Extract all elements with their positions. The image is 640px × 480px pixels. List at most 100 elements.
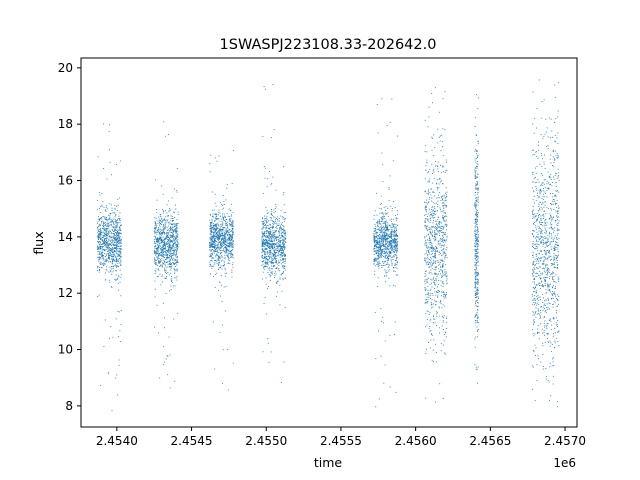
data-point bbox=[276, 227, 278, 229]
data-point bbox=[439, 262, 441, 264]
data-point bbox=[374, 259, 376, 261]
data-point bbox=[211, 244, 213, 246]
data-point bbox=[274, 251, 276, 253]
data-point bbox=[111, 242, 113, 244]
data-point bbox=[281, 228, 283, 230]
data-point bbox=[162, 254, 163, 256]
data-point bbox=[108, 258, 109, 259]
data-point bbox=[218, 236, 219, 238]
data-point bbox=[230, 209, 232, 211]
data-point bbox=[440, 222, 442, 224]
data-point bbox=[383, 275, 385, 277]
data-point bbox=[213, 213, 215, 215]
data-point bbox=[280, 244, 281, 246]
data-point bbox=[218, 211, 220, 213]
data-point bbox=[445, 271, 447, 273]
data-point bbox=[445, 275, 447, 277]
data-point bbox=[155, 264, 157, 266]
data-point bbox=[270, 351, 272, 353]
data-point bbox=[230, 253, 232, 255]
data-point bbox=[116, 253, 118, 255]
data-point bbox=[283, 245, 285, 247]
data-point bbox=[164, 241, 166, 243]
data-point bbox=[118, 289, 119, 291]
data-point bbox=[103, 265, 105, 266]
data-point bbox=[212, 241, 214, 243]
data-point bbox=[167, 272, 169, 273]
data-point bbox=[100, 253, 102, 255]
data-point bbox=[443, 227, 444, 229]
data-point bbox=[265, 244, 267, 246]
data-point bbox=[172, 220, 173, 221]
data-point bbox=[283, 192, 285, 193]
data-point bbox=[278, 244, 280, 246]
data-point bbox=[116, 220, 118, 222]
data-point bbox=[434, 283, 435, 285]
data-point bbox=[154, 259, 156, 261]
data-point bbox=[263, 243, 265, 245]
data-point bbox=[395, 217, 397, 219]
data-point bbox=[427, 261, 429, 263]
data-point bbox=[433, 209, 435, 211]
data-point bbox=[284, 265, 286, 267]
data-point bbox=[162, 231, 164, 233]
data-point bbox=[115, 274, 117, 276]
data-point bbox=[425, 270, 426, 272]
data-point bbox=[105, 244, 107, 246]
data-point bbox=[102, 251, 104, 253]
data-point bbox=[380, 251, 382, 253]
data-point bbox=[269, 251, 271, 253]
data-point bbox=[384, 252, 386, 254]
data-point bbox=[395, 235, 397, 237]
data-point bbox=[225, 241, 226, 242]
data-point bbox=[445, 223, 447, 225]
data-point bbox=[275, 189, 277, 191]
data-point bbox=[445, 225, 447, 227]
data-point bbox=[216, 237, 218, 238]
data-point bbox=[267, 230, 269, 232]
data-point bbox=[437, 242, 439, 244]
data-point bbox=[277, 280, 279, 282]
data-point bbox=[211, 246, 213, 248]
data-point bbox=[216, 219, 218, 221]
data-point bbox=[229, 245, 231, 247]
data-point bbox=[108, 257, 110, 259]
data-point bbox=[217, 247, 219, 249]
data-point bbox=[165, 252, 167, 254]
data-point bbox=[232, 234, 234, 236]
data-point bbox=[165, 252, 166, 254]
data-point bbox=[107, 246, 108, 248]
data-point bbox=[111, 286, 113, 288]
data-point bbox=[210, 224, 211, 226]
data-point bbox=[154, 288, 156, 290]
data-point bbox=[113, 225, 115, 227]
data-point bbox=[272, 227, 274, 229]
data-point bbox=[261, 255, 263, 256]
data-point bbox=[269, 256, 271, 258]
data-point bbox=[426, 159, 428, 161]
data-point bbox=[375, 245, 377, 247]
data-point bbox=[108, 225, 110, 226]
data-point bbox=[99, 235, 100, 237]
data-point bbox=[276, 268, 278, 269]
data-point bbox=[116, 249, 118, 251]
data-point bbox=[263, 250, 265, 252]
data-point bbox=[113, 212, 115, 214]
data-point bbox=[384, 261, 386, 263]
data-point bbox=[275, 243, 277, 245]
data-point bbox=[431, 231, 433, 233]
data-point bbox=[228, 228, 230, 230]
data-point bbox=[425, 353, 427, 355]
data-point bbox=[434, 234, 436, 236]
data-point bbox=[442, 235, 444, 237]
data-point bbox=[217, 235, 219, 237]
data-point bbox=[387, 245, 389, 247]
data-point bbox=[443, 207, 445, 209]
data-point bbox=[441, 271, 443, 273]
data-point bbox=[434, 217, 436, 219]
data-point bbox=[106, 233, 108, 235]
data-point bbox=[383, 233, 385, 235]
data-point bbox=[394, 249, 396, 251]
data-point bbox=[225, 229, 227, 231]
data-point bbox=[168, 239, 170, 241]
